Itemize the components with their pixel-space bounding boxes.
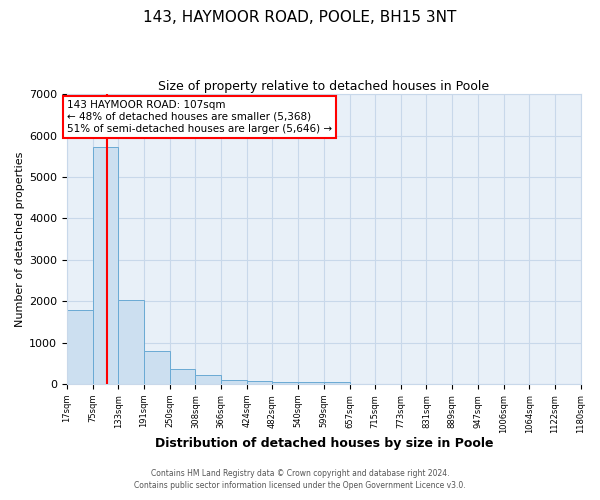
Text: Contains HM Land Registry data © Crown copyright and database right 2024.
Contai: Contains HM Land Registry data © Crown c… — [134, 468, 466, 490]
Title: Size of property relative to detached houses in Poole: Size of property relative to detached ho… — [158, 80, 490, 93]
Bar — [324, 382, 350, 384]
Bar — [92, 147, 118, 384]
Text: 143 HAYMOOR ROAD: 107sqm
← 48% of detached houses are smaller (5,368)
51% of sem: 143 HAYMOOR ROAD: 107sqm ← 48% of detach… — [67, 100, 332, 134]
Bar — [247, 381, 272, 384]
Bar — [298, 382, 324, 384]
Bar — [221, 380, 247, 384]
Bar — [272, 382, 298, 384]
X-axis label: Distribution of detached houses by size in Poole: Distribution of detached houses by size … — [155, 437, 493, 450]
Bar — [144, 352, 170, 384]
Bar — [118, 300, 144, 384]
Text: 143, HAYMOOR ROAD, POOLE, BH15 3NT: 143, HAYMOOR ROAD, POOLE, BH15 3NT — [143, 10, 457, 25]
Y-axis label: Number of detached properties: Number of detached properties — [15, 152, 25, 327]
Bar — [67, 310, 92, 384]
Bar — [170, 369, 196, 384]
Bar — [196, 375, 221, 384]
